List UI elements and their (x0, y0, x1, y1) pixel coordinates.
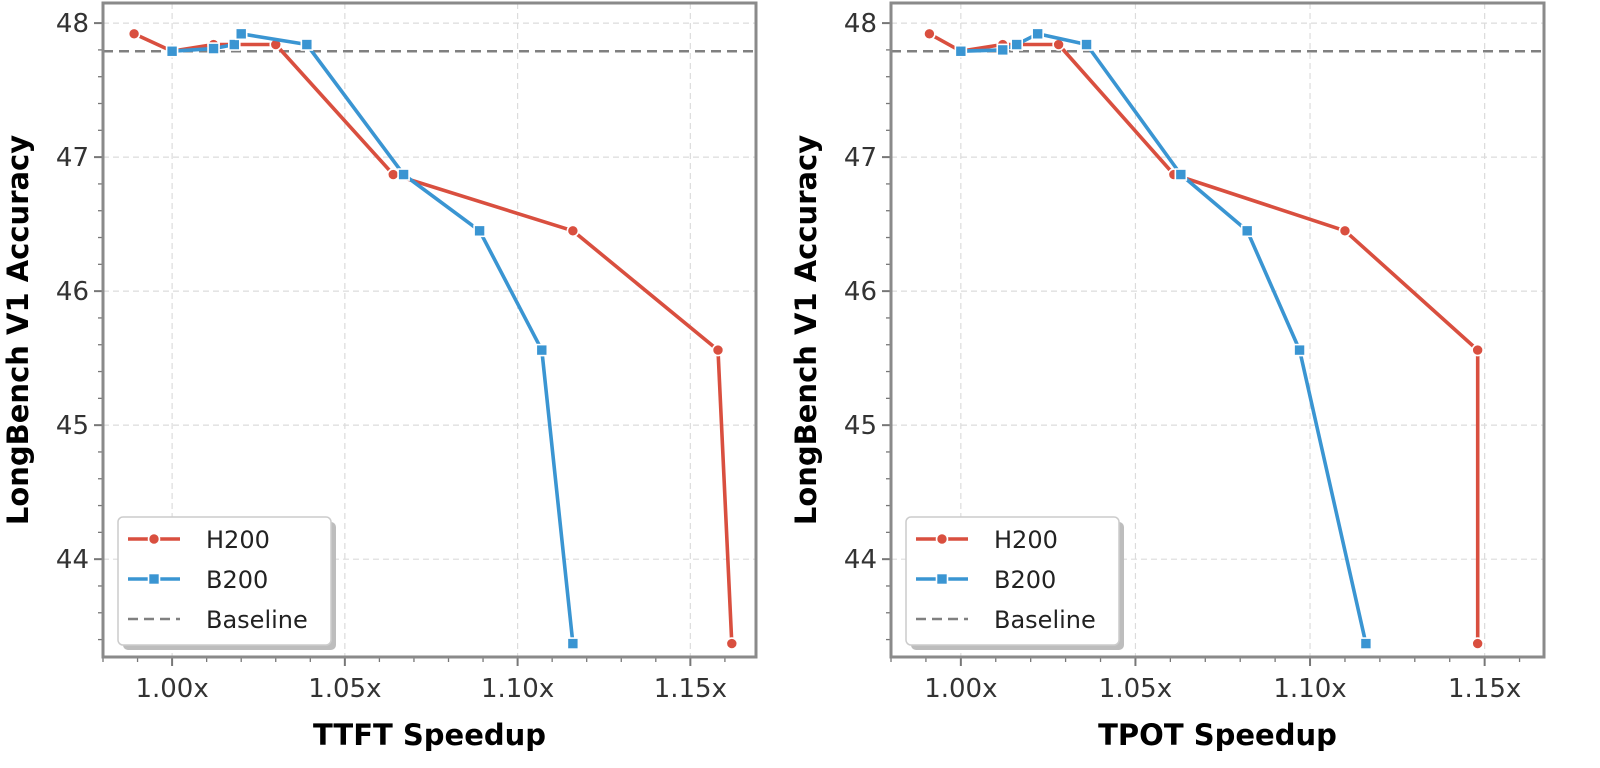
legend-label-baseline: Baseline (206, 606, 308, 634)
y-tick-label: 47 (844, 143, 877, 173)
data-point-b200 (227, 38, 241, 51)
y-tick-label: 45 (56, 411, 89, 441)
y-tick-label: 48 (56, 9, 89, 39)
x-tick-label: 1.15x (1448, 674, 1521, 704)
chart-panel-2: 1.00x 1.05x 1.10x 1.15x 44 45 46 47 48 TPOT Speed… (789, 1, 1546, 752)
y-tick-label: 46 (844, 277, 877, 307)
legend-box (905, 516, 1120, 646)
data-point-h200 (127, 27, 141, 41)
data-point-h200 (711, 343, 725, 357)
y-tick-label: 44 (56, 545, 89, 575)
legend-marker-b200 (147, 572, 161, 586)
legend-box (117, 516, 332, 646)
y-tick-label: 48 (844, 9, 877, 39)
plot-frame (889, 1, 1546, 659)
data-point-b200 (1359, 637, 1373, 650)
data-point-b200 (954, 44, 968, 58)
y-axis-title: LongBench V1 Accuracy (789, 135, 823, 525)
data-point-b200 (234, 27, 248, 41)
data-point-b200 (1240, 224, 1254, 238)
data-point-b200 (397, 168, 410, 181)
x-tick-label: 1.10x (1273, 674, 1346, 704)
y-tick-label: 46 (56, 277, 89, 307)
data-point-b200 (1031, 27, 1044, 41)
legend-label-h200: H200 (206, 526, 270, 554)
legend: H200 B200 Baseline (905, 516, 1124, 650)
data-point-h200 (1471, 637, 1484, 650)
chart-panel-1: 1.00x 1.05x 1.10x 1.15x 44 45 46 47 48 TTFT Speed… (1, 1, 758, 752)
x-tick-label: 1.00x (924, 674, 997, 704)
legend-marker-h200 (147, 532, 161, 546)
legend-label-b200: B200 (206, 566, 268, 594)
data-point-h200 (1338, 224, 1352, 238)
data-point-h200 (386, 168, 400, 181)
data-point-b200 (1080, 38, 1093, 51)
x-tick-label: 1.15x (654, 674, 727, 704)
legend-marker-b200 (935, 572, 949, 586)
legend-label-h200: H200 (994, 526, 1058, 554)
x-tick-label: 1.05x (1099, 674, 1172, 704)
x-tick-label: 1.00x (135, 674, 208, 704)
data-point-b200 (535, 343, 549, 357)
data-point-b200 (1174, 168, 1188, 181)
y-tick-label: 45 (844, 411, 877, 441)
data-point-h200 (725, 637, 739, 650)
data-point-h200 (923, 27, 936, 41)
y-tick-label: 47 (56, 143, 89, 173)
data-point-h200 (566, 224, 580, 238)
x-axis-title: TTFT Speedup (313, 718, 546, 752)
data-point-b200 (473, 224, 486, 238)
x-tick-label: 1.05x (308, 674, 381, 704)
data-point-b200 (300, 38, 314, 51)
y-tick-label: 44 (844, 545, 877, 575)
y-axis-title: LongBench V1 Accuracy (1, 135, 35, 525)
data-point-h200 (1471, 343, 1484, 357)
legend-marker-h200 (935, 532, 949, 546)
data-point-b200 (996, 43, 1010, 57)
x-axis-title: TPOT Speedup (1098, 718, 1337, 752)
plot-frame (101, 1, 758, 659)
data-point-b200 (1293, 343, 1306, 357)
data-point-b200 (566, 637, 580, 650)
data-point-b200 (165, 44, 179, 58)
data-point-b200 (1010, 38, 1024, 51)
x-tick-label: 1.10x (481, 674, 554, 704)
legend: H200 B200 Baseline (117, 516, 336, 650)
legend-label-baseline: Baseline (994, 606, 1096, 634)
data-point-b200 (207, 42, 220, 55)
legend-label-b200: B200 (994, 566, 1056, 594)
